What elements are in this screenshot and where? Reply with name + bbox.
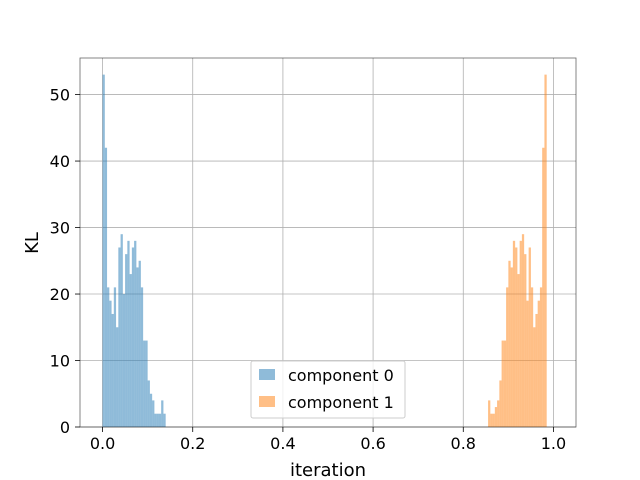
bar-component-0 <box>145 340 148 427</box>
bar-component-1 <box>508 260 511 427</box>
x-tick-label: 0.0 <box>90 434 115 453</box>
bar-component-1 <box>542 147 545 427</box>
bar-component-0 <box>120 234 123 427</box>
bar-component-0 <box>163 413 166 427</box>
bar-component-0 <box>149 393 153 427</box>
bar-component-0 <box>152 400 155 427</box>
bar-component-0 <box>127 240 130 427</box>
bar-component-1 <box>544 74 547 428</box>
bar-component-0 <box>156 413 159 427</box>
legend-box <box>250 360 406 419</box>
bar-component-1 <box>526 300 529 427</box>
x-tick-label: 1.0 <box>541 434 566 453</box>
legend-label-component-1: component 1 <box>288 393 394 412</box>
bar-component-0 <box>138 260 141 427</box>
legend-label-component-0: component 0 <box>288 366 394 385</box>
bar-component-1 <box>512 240 516 427</box>
bar-component-0 <box>113 287 117 427</box>
bar-component-0 <box>129 274 132 427</box>
y-tick-label: 50 <box>50 86 70 105</box>
bar-component-1 <box>506 287 509 427</box>
legend-swatch-component-0 <box>259 369 275 380</box>
x-tick-label: 0.6 <box>360 434 385 453</box>
bar-component-1 <box>537 300 540 427</box>
bar-component-1 <box>488 400 491 427</box>
bar-component-0 <box>147 380 150 427</box>
bar-component-0 <box>125 254 128 427</box>
bar-component-1 <box>539 287 543 427</box>
bar-component-1 <box>497 400 500 427</box>
legend-swatch-component-1 <box>259 396 275 407</box>
bar-component-1 <box>499 380 502 427</box>
x-tick-label: 0.4 <box>270 434 295 453</box>
bar-component-0 <box>131 247 135 427</box>
y-axis: 0 10 20 30 40 50 <box>50 86 80 437</box>
y-tick-label: 30 <box>50 219 70 238</box>
bar-component-1 <box>501 340 504 427</box>
bar-component-1 <box>519 240 522 427</box>
bar-component-0 <box>161 400 164 427</box>
plot-area: 0.0 0.2 0.4 0.6 0.8 1.0 0 10 20 30 40 50 <box>50 57 577 453</box>
bar-component-0 <box>122 294 126 427</box>
bar-component-1 <box>515 247 518 427</box>
bar-component-1 <box>517 274 520 427</box>
y-tick-label: 0 <box>60 418 70 437</box>
bar-component-1 <box>503 340 507 427</box>
bar-component-0 <box>140 287 144 427</box>
bar-component-1 <box>521 234 525 427</box>
bar-component-0 <box>154 413 157 427</box>
bar-component-1 <box>510 267 513 427</box>
bar-component-0 <box>136 267 139 427</box>
bar-component-0 <box>143 340 146 427</box>
bars <box>102 74 547 428</box>
y-tick-label: 20 <box>50 285 70 304</box>
bar-component-1 <box>490 413 493 427</box>
bar-component-0 <box>104 147 108 427</box>
bar-component-0 <box>102 74 105 428</box>
x-axis-label: iteration <box>290 460 366 480</box>
x-axis: 0.0 0.2 0.4 0.6 0.8 1.0 <box>90 427 566 453</box>
legend: component 0 component 1 <box>250 360 406 419</box>
plot-frame <box>79 57 577 428</box>
y-axis-label: KL <box>22 232 43 254</box>
bar-component-1 <box>528 247 531 427</box>
x-tick-label: 0.2 <box>180 434 205 453</box>
bar-component-1 <box>530 287 534 427</box>
bar-component-0 <box>111 313 114 427</box>
bar-component-0 <box>116 327 119 427</box>
y-tick-label: 10 <box>50 352 70 371</box>
bar-component-1 <box>494 407 498 427</box>
bar-component-0 <box>107 287 110 427</box>
bar-component-0 <box>158 413 162 427</box>
bar-component-1 <box>533 327 536 427</box>
y-tick-label: 40 <box>50 152 70 171</box>
bar-component-0 <box>118 247 121 427</box>
bar-component-1 <box>492 413 495 427</box>
x-tick-label: 0.8 <box>451 434 476 453</box>
bar-component-0 <box>109 300 112 427</box>
bar-component-1 <box>535 313 538 427</box>
bar-component-1 <box>524 254 527 427</box>
bar-component-0 <box>134 240 137 427</box>
